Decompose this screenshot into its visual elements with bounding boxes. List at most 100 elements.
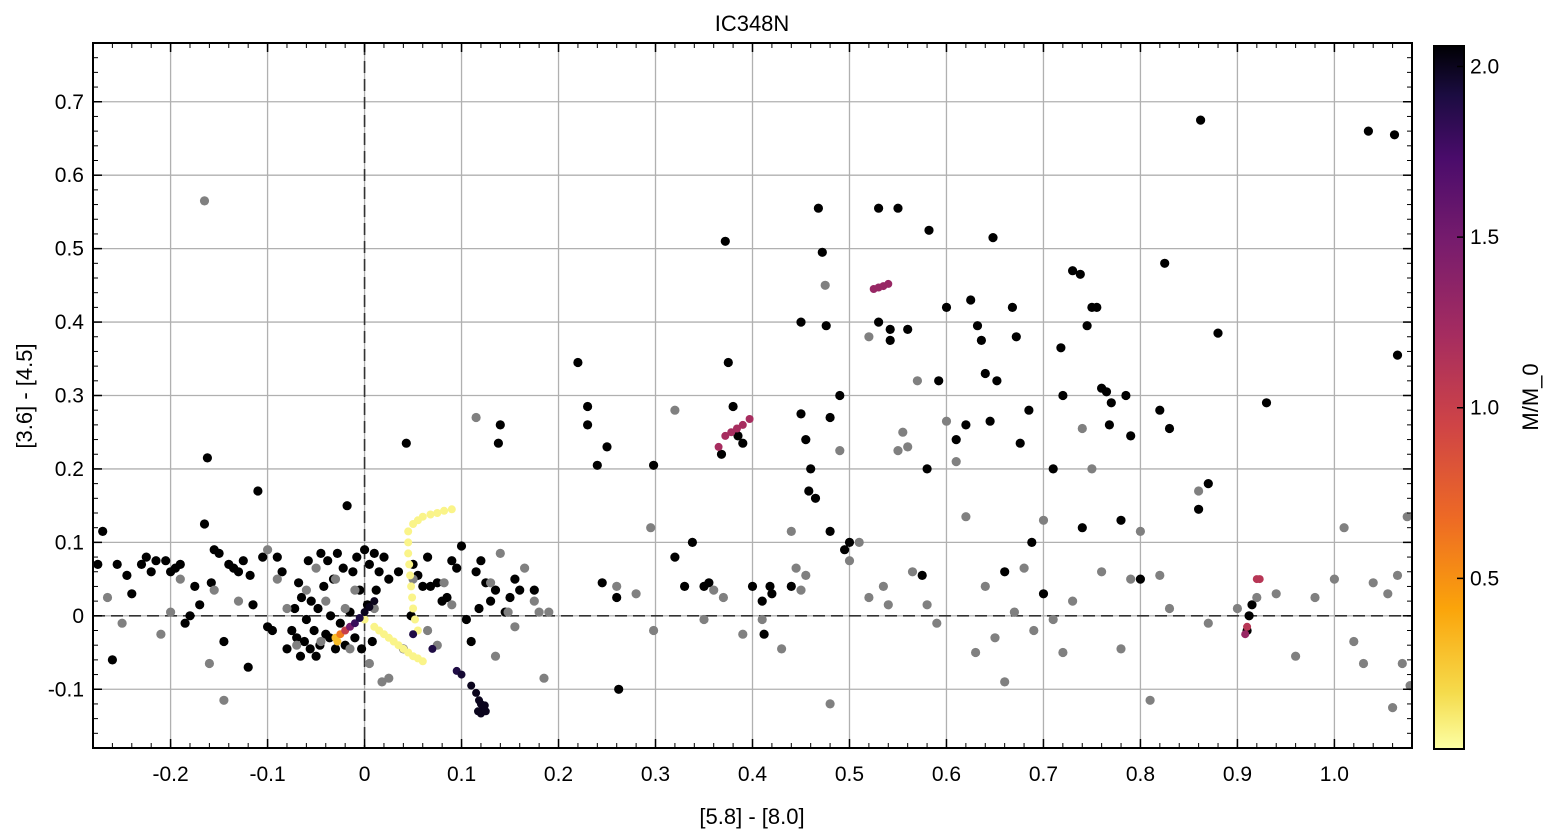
data-point (825, 412, 835, 423)
data-point (350, 619, 359, 628)
data-point (704, 578, 714, 588)
x-tick-label: 0.2 (544, 763, 573, 786)
data-point (1092, 302, 1102, 312)
data-point (898, 427, 908, 437)
data-point (709, 585, 719, 595)
data-point (98, 526, 108, 537)
data-point (345, 644, 355, 654)
data-point (976, 335, 987, 345)
data-point (1009, 607, 1020, 617)
data-point (1077, 423, 1087, 434)
data-point (738, 438, 748, 448)
data-point (1271, 589, 1281, 599)
data-point (367, 636, 377, 647)
data-point (136, 559, 147, 570)
data-point (1038, 515, 1049, 525)
data-point (384, 673, 394, 683)
data-point (195, 600, 205, 610)
data-point (263, 545, 273, 555)
data-point (649, 625, 659, 636)
data-point (423, 552, 433, 562)
data-point (1101, 387, 1112, 397)
data-point (951, 435, 961, 445)
data-point (447, 505, 456, 514)
colorbar-label: M/M_0 (1518, 363, 1543, 430)
data-point (646, 523, 656, 533)
data-point (806, 464, 816, 474)
data-point (733, 424, 741, 433)
data-point (480, 701, 489, 710)
data-point (245, 570, 255, 581)
data-point (321, 596, 331, 606)
data-point (1389, 130, 1400, 140)
data-point (1068, 266, 1078, 276)
data-point (1349, 636, 1359, 647)
data-point (433, 509, 442, 517)
data-point (922, 600, 932, 610)
data-point (461, 614, 471, 625)
data-point (457, 670, 466, 679)
data-point (727, 428, 736, 437)
data-point (452, 563, 462, 573)
data-point (966, 295, 976, 305)
data-point (1291, 651, 1301, 661)
data-point (428, 644, 437, 653)
data-point (272, 552, 282, 562)
data-point (1339, 523, 1349, 533)
data-point (917, 570, 927, 581)
data-point (309, 625, 319, 636)
data-point (1126, 431, 1136, 441)
data-point (409, 630, 418, 639)
data-point (738, 420, 747, 429)
data-point (1164, 603, 1175, 614)
data-point (350, 633, 360, 643)
data-point (1392, 350, 1403, 360)
data-point (765, 581, 775, 592)
data-point (1155, 405, 1165, 415)
data-point (893, 203, 903, 213)
data-point (418, 512, 427, 521)
data-point (592, 460, 602, 470)
data-point (1388, 703, 1398, 713)
data-point (355, 614, 364, 622)
data-point (720, 236, 730, 246)
data-point (1029, 625, 1039, 636)
data-point (243, 662, 253, 672)
data-point (885, 324, 895, 334)
data-point (990, 633, 1000, 643)
data-point (303, 556, 313, 566)
y-tick-label: -0.1 (48, 678, 84, 701)
data-point (180, 618, 190, 628)
data-point (405, 560, 414, 569)
data-point (728, 401, 738, 412)
data-point (573, 357, 583, 368)
data-point (796, 409, 806, 419)
data-point (323, 556, 333, 566)
data-point (821, 321, 831, 331)
data-point (924, 225, 934, 235)
data-point (1116, 515, 1126, 525)
data-point (333, 637, 342, 646)
data-point (980, 368, 990, 379)
data-point (330, 574, 341, 584)
data-point (219, 636, 229, 647)
data-point (810, 493, 821, 503)
data-point (340, 603, 350, 614)
data-point (471, 567, 481, 577)
data-point (204, 658, 214, 669)
data-point (747, 581, 758, 592)
colorbar-tick-label: 0.5 (1470, 567, 1499, 590)
data-point (301, 614, 311, 625)
data-point (1368, 578, 1378, 588)
data-point (295, 651, 306, 661)
data-point (1097, 567, 1107, 577)
data-point (777, 644, 787, 654)
data-point (864, 592, 874, 603)
data-point (1392, 570, 1403, 581)
data-point (1116, 644, 1126, 654)
data-point (342, 501, 352, 511)
data-point (844, 556, 855, 566)
data-point (1164, 423, 1175, 434)
data-point (721, 431, 730, 440)
data-point (292, 633, 302, 643)
